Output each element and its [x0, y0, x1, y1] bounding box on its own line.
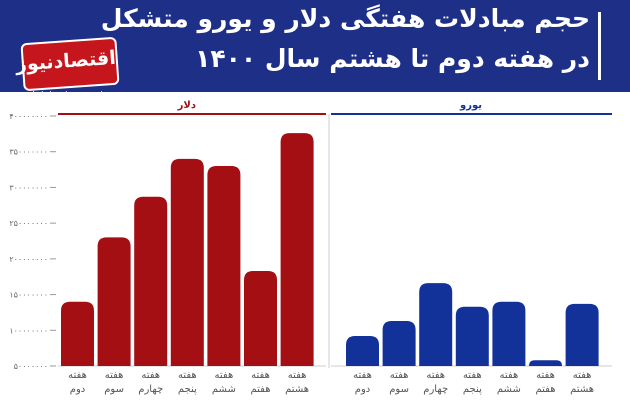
- bar: [492, 301, 526, 366]
- x-category-label: پنجم: [178, 384, 197, 395]
- x-category-label: هفته: [573, 370, 592, 381]
- x-category-label: ششم: [497, 384, 521, 395]
- bar: [170, 158, 204, 366]
- title-divider: [598, 12, 601, 80]
- brand-logo-text: اقتصادنیوز: [15, 46, 117, 76]
- bar: [97, 237, 131, 366]
- brand-logo: اقتصادنیوز: [15, 36, 120, 92]
- y-tick-label: ۵۰۰۰۰۰۰۰: [14, 362, 48, 371]
- x-category-label: هفته: [215, 370, 234, 381]
- x-category-label: هفته: [251, 370, 270, 381]
- bar: [529, 360, 562, 366]
- bar: [565, 303, 599, 366]
- y-tick-label: ۱۰۰۰۰۰۰۰۰: [9, 326, 48, 335]
- x-category-label: چهارم: [423, 384, 448, 395]
- bar: [455, 306, 489, 366]
- x-category-label: هفته: [141, 370, 160, 381]
- brand-tagline: سایت مرجع اقتصاد ایران: [26, 90, 110, 99]
- bar: [419, 283, 453, 366]
- y-tick-label: ۳۰۰۰۰۰۰۰۰: [9, 183, 48, 192]
- x-category-label: هفته: [105, 370, 124, 381]
- x-category-label: سوم: [104, 384, 124, 395]
- bar: [346, 336, 379, 366]
- y-tick-label: ۲۰۰۰۰۰۰۰۰: [9, 255, 48, 264]
- y-tick-label: ۲۵۰۰۰۰۰۰۰: [9, 219, 48, 228]
- bar: [280, 133, 314, 366]
- bar: [134, 196, 168, 366]
- series-name-label: دلار: [177, 100, 196, 111]
- x-category-label: هفته: [178, 370, 197, 381]
- bar-chart: ۵۰۰۰۰۰۰۰ ۱۰۰۰۰۰۰۰۰ ۱۵۰۰۰۰۰۰۰ ۲۰۰۰۰۰۰۰۰ ۲۵۰۰۰…: [9, 100, 612, 395]
- chart-title-line-1: حجم مبادلات هفتگی دلار و یورو متشکل: [100, 4, 590, 33]
- x-category-label: هفته: [426, 370, 445, 381]
- bar: [382, 321, 416, 366]
- x-category-label: هفته: [288, 370, 307, 381]
- y-tick-label: ۳۵۰۰۰۰۰۰۰: [9, 148, 48, 157]
- x-category-label: هشتم: [570, 384, 594, 395]
- header-banner: حجم مبادلات هفتگی دلار و یورو متشکل در ه…: [0, 0, 630, 99]
- chart-title-line-2: در هفته دوم تا هشتم سال ۱۴۰۰: [195, 44, 590, 73]
- x-category-label: هفته: [536, 370, 555, 381]
- x-category-label: هفته: [390, 370, 409, 381]
- y-tick-label: ۱۵۰۰۰۰۰۰۰: [9, 291, 48, 300]
- bar: [207, 166, 241, 366]
- x-category-label: هفته: [500, 370, 519, 381]
- y-tick-label: ۴۰۰۰۰۰۰۰۰: [9, 112, 48, 121]
- bar: [244, 271, 277, 366]
- x-category-label: هفتم: [250, 384, 270, 395]
- x-category-label: هفته: [68, 370, 87, 381]
- bar: [61, 301, 94, 366]
- x-category-label: هفته: [463, 370, 482, 381]
- x-category-label: پنجم: [463, 384, 482, 395]
- x-category-label: سوم: [389, 384, 409, 395]
- x-category-label: چهارم: [138, 384, 163, 395]
- x-category-label: دوم: [70, 384, 85, 395]
- x-category-label: هفته: [353, 370, 372, 381]
- series-name-label: یورو: [459, 100, 482, 111]
- x-category-label: هفتم: [535, 384, 555, 395]
- x-category-label: هشتم: [285, 384, 309, 395]
- x-category-label: ششم: [212, 384, 236, 395]
- x-category-label: دوم: [355, 384, 370, 395]
